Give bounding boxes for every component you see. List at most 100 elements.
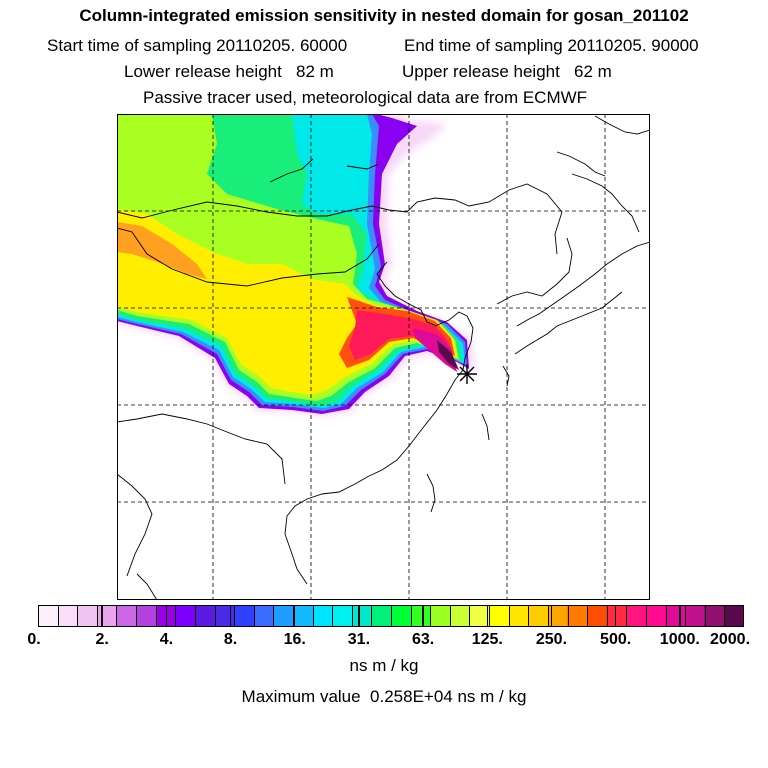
colorbar-minor-tick bbox=[567, 605, 569, 627]
start-time-label: Start time of sampling 20110205. 60000 bbox=[47, 36, 348, 55]
colorbar-swatch bbox=[547, 606, 568, 626]
colorbar-minor-tick bbox=[253, 605, 255, 627]
colorbar-major-tick bbox=[550, 605, 553, 627]
colorbar-minor-tick bbox=[469, 605, 471, 627]
colorbar-minor-tick bbox=[685, 605, 687, 627]
colorbar-swatch bbox=[136, 606, 157, 626]
colorbar-major-tick bbox=[358, 605, 360, 627]
colorbar-minor-tick bbox=[155, 605, 157, 627]
colorbar-swatch bbox=[234, 606, 255, 626]
colorbar-tick-label: 16. bbox=[283, 631, 306, 648]
colorbar-tick-label: 1000. bbox=[659, 631, 700, 648]
colorbar-tick-label: 2. bbox=[95, 631, 109, 648]
colorbar-tick-label: 125. bbox=[471, 631, 503, 648]
colorbar-swatch bbox=[117, 606, 137, 626]
lower-release-label: Lower release height 82 m bbox=[124, 62, 334, 81]
colorbar-swatch bbox=[39, 606, 59, 626]
end-time-label: End time of sampling 20110205. 90000 bbox=[404, 36, 699, 55]
colorbar-minor-tick bbox=[175, 605, 177, 627]
colorbar-swatch bbox=[684, 606, 705, 626]
colorbar-tick-label: 2000. bbox=[709, 631, 751, 648]
colorbar-minor-tick bbox=[430, 605, 432, 627]
colorbar-swatch bbox=[352, 606, 372, 626]
colorbar-swatch bbox=[78, 606, 98, 626]
colorbar-minor-tick bbox=[332, 605, 334, 627]
colorbar-swatch bbox=[586, 606, 607, 626]
colorbar-swatch bbox=[625, 606, 646, 626]
colorbar-minor-tick bbox=[234, 605, 236, 627]
map-frame bbox=[117, 114, 650, 600]
colorbar-swatch bbox=[215, 606, 235, 626]
colorbar-minor-tick bbox=[391, 605, 392, 627]
colorbar-swatch bbox=[704, 606, 724, 626]
colorbar-swatch bbox=[508, 606, 529, 626]
colorbar-minor-tick bbox=[704, 605, 706, 627]
colorbar-swatch bbox=[195, 606, 216, 626]
upper-release-label: Upper release height 62 m bbox=[402, 62, 612, 81]
colorbar-minor-tick bbox=[292, 605, 294, 627]
colorbar-swatch bbox=[254, 606, 274, 626]
colorbar-swatch bbox=[273, 606, 294, 626]
colorbar-tick-label: 4. bbox=[159, 631, 174, 648]
colorbar-minor-tick bbox=[528, 605, 530, 627]
colorbar-minor-tick bbox=[214, 605, 216, 627]
colorbar-swatch bbox=[528, 606, 548, 626]
colorbar-minor-tick bbox=[665, 605, 667, 627]
colorbar-major-tick bbox=[101, 605, 103, 627]
colorbar-minor-tick bbox=[136, 605, 138, 627]
colorbar-minor-tick bbox=[606, 605, 608, 627]
colorbar-swatch bbox=[469, 606, 489, 626]
colorbar-minor-tick bbox=[312, 605, 314, 627]
colorbar-tick-label: 31. bbox=[347, 631, 371, 648]
colorbar-minor-tick bbox=[194, 605, 196, 627]
colorbar-swatch bbox=[293, 606, 313, 626]
colorbar-swatch bbox=[430, 606, 450, 626]
colorbar-swatch bbox=[312, 606, 333, 626]
sensitivity-plume bbox=[117, 114, 474, 416]
colorbar-tick-label: 63. bbox=[411, 631, 435, 648]
colorbar-swatch bbox=[58, 606, 79, 626]
colorbar-units: ns m / kg bbox=[349, 656, 419, 675]
colorbar-tick-label: 250. bbox=[535, 631, 568, 648]
colorbar-minor-tick bbox=[410, 605, 412, 627]
chart-title: Column-integrated emission sensitivity i… bbox=[79, 6, 689, 25]
tracer-info-label: Passive tracer used, meteorological data… bbox=[143, 88, 588, 107]
colorbar-minor-tick bbox=[587, 605, 589, 627]
coastlines bbox=[117, 115, 650, 600]
colorbar-swatch bbox=[332, 606, 352, 626]
colorbar-swatch bbox=[175, 606, 196, 626]
colorbar-major-tick bbox=[679, 605, 681, 627]
colorbar-major-tick bbox=[165, 605, 168, 627]
colorbar-tick-label: 500. bbox=[600, 631, 632, 648]
colorbar-minor-tick bbox=[116, 605, 118, 627]
colorbar-minor-tick bbox=[626, 605, 628, 627]
maximum-value-label: Maximum value 0.258E+04 ns m / kg bbox=[241, 687, 527, 706]
colorbar-minor-tick bbox=[273, 605, 275, 627]
colorbar-swatch bbox=[449, 606, 470, 626]
colorbar-minor-tick bbox=[371, 605, 373, 627]
colorbar-minor-tick bbox=[508, 605, 510, 627]
colorbar-minor-tick bbox=[96, 605, 98, 627]
colorbar-swatch bbox=[567, 606, 587, 626]
colorbar-minor-tick bbox=[645, 605, 647, 627]
colorbar-major-tick bbox=[486, 605, 489, 627]
colorbar-swatch bbox=[410, 606, 431, 626]
colorbar-minor-tick bbox=[489, 605, 491, 627]
colorbar-minor-tick bbox=[449, 605, 451, 627]
colorbar-minor-tick bbox=[351, 605, 353, 627]
sensitivity-map bbox=[117, 114, 650, 600]
colorbar-major-tick bbox=[293, 605, 296, 627]
colorbar-swatch bbox=[723, 606, 744, 626]
colorbar-swatch bbox=[391, 606, 411, 626]
colorbar-minor-tick bbox=[547, 605, 549, 627]
colorbar-tick-label: 8. bbox=[223, 631, 238, 648]
colorbar-major-tick bbox=[422, 605, 424, 627]
colorbar-swatch bbox=[371, 606, 392, 626]
colorbar-major-tick bbox=[229, 605, 232, 627]
colorbar-minor-tick bbox=[724, 605, 726, 627]
colorbar-minor-tick bbox=[77, 605, 79, 627]
lat-lon-grid bbox=[117, 114, 650, 600]
colorbar-minor-tick bbox=[57, 605, 59, 627]
colorbar-major-tick bbox=[614, 605, 617, 627]
colorbar-swatch bbox=[645, 606, 665, 626]
